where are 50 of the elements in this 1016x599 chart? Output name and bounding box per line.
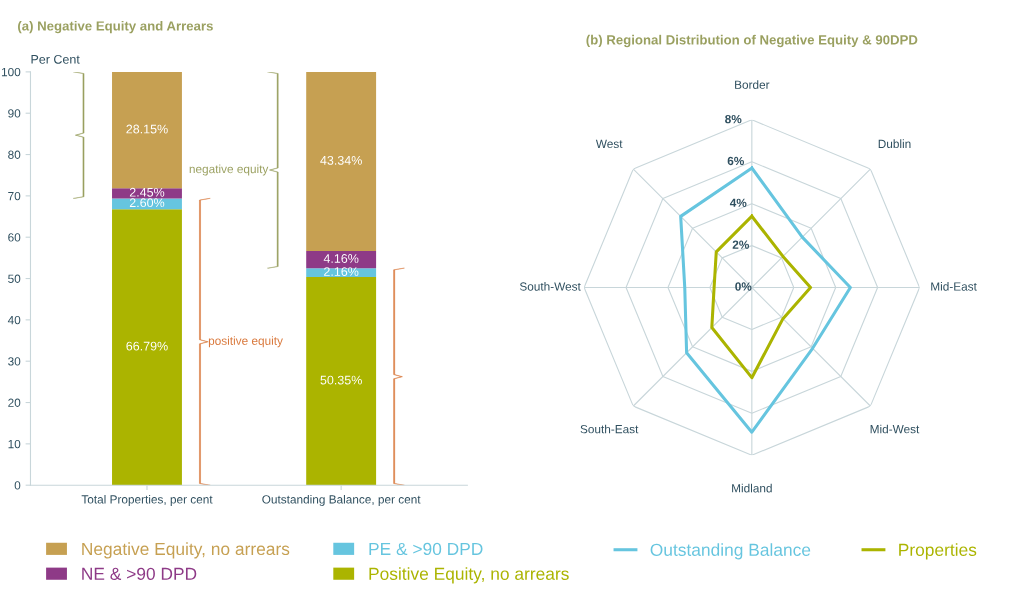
y-tick-label: 6% <box>727 156 744 166</box>
y-tick-label: 90 <box>8 109 21 118</box>
bar <box>112 209 182 486</box>
y-tick-label: 100 <box>1 67 21 77</box>
spoke-label: Mid-East <box>931 282 977 291</box>
spoke-label: Dublin <box>878 139 911 149</box>
y-tick-label: 30 <box>8 357 21 366</box>
bar <box>112 71 182 189</box>
data-label: 2.16% <box>324 267 359 276</box>
data-label: 2.60% <box>129 198 165 208</box>
bar <box>306 71 377 251</box>
y-tick-label: 2% <box>732 240 750 249</box>
annotation: positive equity <box>208 336 283 348</box>
y-tick-label: 50 <box>8 274 21 283</box>
spoke-label: Border <box>735 80 770 89</box>
data-label: 4.16% <box>323 254 359 263</box>
y-tick-label: 0% <box>735 282 752 291</box>
y-tick-label: 70 <box>8 191 21 201</box>
y-tick-label: 0 <box>14 481 21 490</box>
legend-label: Negative Equity, no arrears <box>82 542 290 559</box>
legend-label: Positive Equity, no arrears <box>369 567 569 584</box>
data-label: 28.15% <box>126 124 168 134</box>
data-label: 2.45% <box>129 187 165 197</box>
data-label: 66.79% <box>126 341 168 351</box>
bar <box>306 277 377 486</box>
data-label: 43.34% <box>320 155 362 165</box>
x-tick-label: Total Properties, per cent <box>81 494 213 506</box>
y-tick-label: 40 <box>7 315 21 325</box>
y-axis-title: Per Cent <box>31 54 80 64</box>
spoke-label: South-East <box>580 424 639 434</box>
x-tick-label: Outstanding Balance, per cent <box>262 494 421 506</box>
y-tick-label: 10 <box>8 439 21 449</box>
y-tick-label: 8% <box>725 114 742 124</box>
spoke-label: Midland <box>732 483 772 493</box>
y-tick-label: 60 <box>8 233 21 242</box>
legend-label: NE & >90 DPD <box>82 567 197 580</box>
legend-label: Properties <box>899 543 977 560</box>
chart-title: (b) Regional Distribution of Negative Equity & 90DPD <box>586 34 918 48</box>
annotation: negative equity <box>189 164 269 176</box>
spoke-label: Mid-West <box>870 424 920 434</box>
legend-label: PE & >90 DPD <box>369 542 483 556</box>
bar <box>306 250 377 269</box>
spoke-label: South-West <box>519 282 581 291</box>
y-tick-label: 20 <box>8 398 21 407</box>
y-tick-label: 80 <box>8 150 21 159</box>
chart-title: (a) Negative Equity and Arrears <box>18 20 213 34</box>
spoke-label: West <box>595 139 623 149</box>
data-label: 50.35% <box>320 375 362 385</box>
legend-label: Outstanding Balance <box>650 543 811 560</box>
y-tick-label: 4% <box>729 198 747 207</box>
